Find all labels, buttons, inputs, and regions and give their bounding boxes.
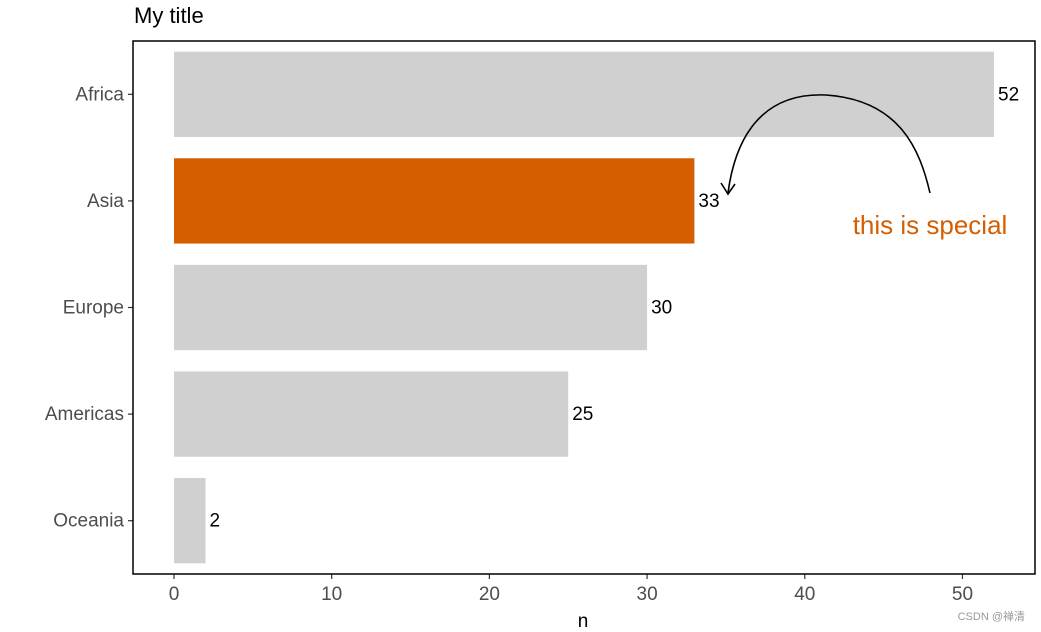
value-label: 52: [998, 84, 1019, 105]
x-axis-label: n: [578, 611, 589, 632]
chart-title: My title: [134, 3, 204, 28]
bar: [174, 264, 648, 351]
y-tick-label: Americas: [45, 404, 124, 425]
y-tick-label: Oceania: [53, 511, 124, 532]
bar: [174, 478, 206, 564]
y-tick-label: Africa: [75, 84, 124, 105]
panel-border: [132, 40, 1036, 575]
plot-area: 0 10 20 30 40 50 Africa 52 Asia 33 Europe 30 America…: [45, 51, 1019, 605]
value-label: 30: [651, 298, 672, 319]
bar: [174, 51, 994, 137]
x-tick-label: 40: [794, 584, 815, 605]
value-label: 33: [698, 191, 719, 212]
x-tick-label: 50: [952, 584, 973, 605]
x-tick-label: 20: [479, 584, 500, 605]
value-label: 25: [572, 404, 593, 425]
x-tick-label: 30: [637, 584, 658, 605]
value-label: 2: [210, 511, 221, 532]
x-tick-label: 0: [169, 584, 180, 605]
arrow-head: [720, 182, 736, 196]
x-tick-label: 10: [321, 584, 342, 605]
watermark: CSDN @禅清: [958, 609, 1025, 623]
bar: [174, 158, 695, 244]
y-tick-label: Asia: [87, 191, 124, 212]
y-tick-label: Europe: [63, 298, 124, 319]
bar: [174, 371, 569, 457]
annotation-arrow: [727, 94, 931, 194]
annotation: this is special: [853, 210, 1008, 240]
